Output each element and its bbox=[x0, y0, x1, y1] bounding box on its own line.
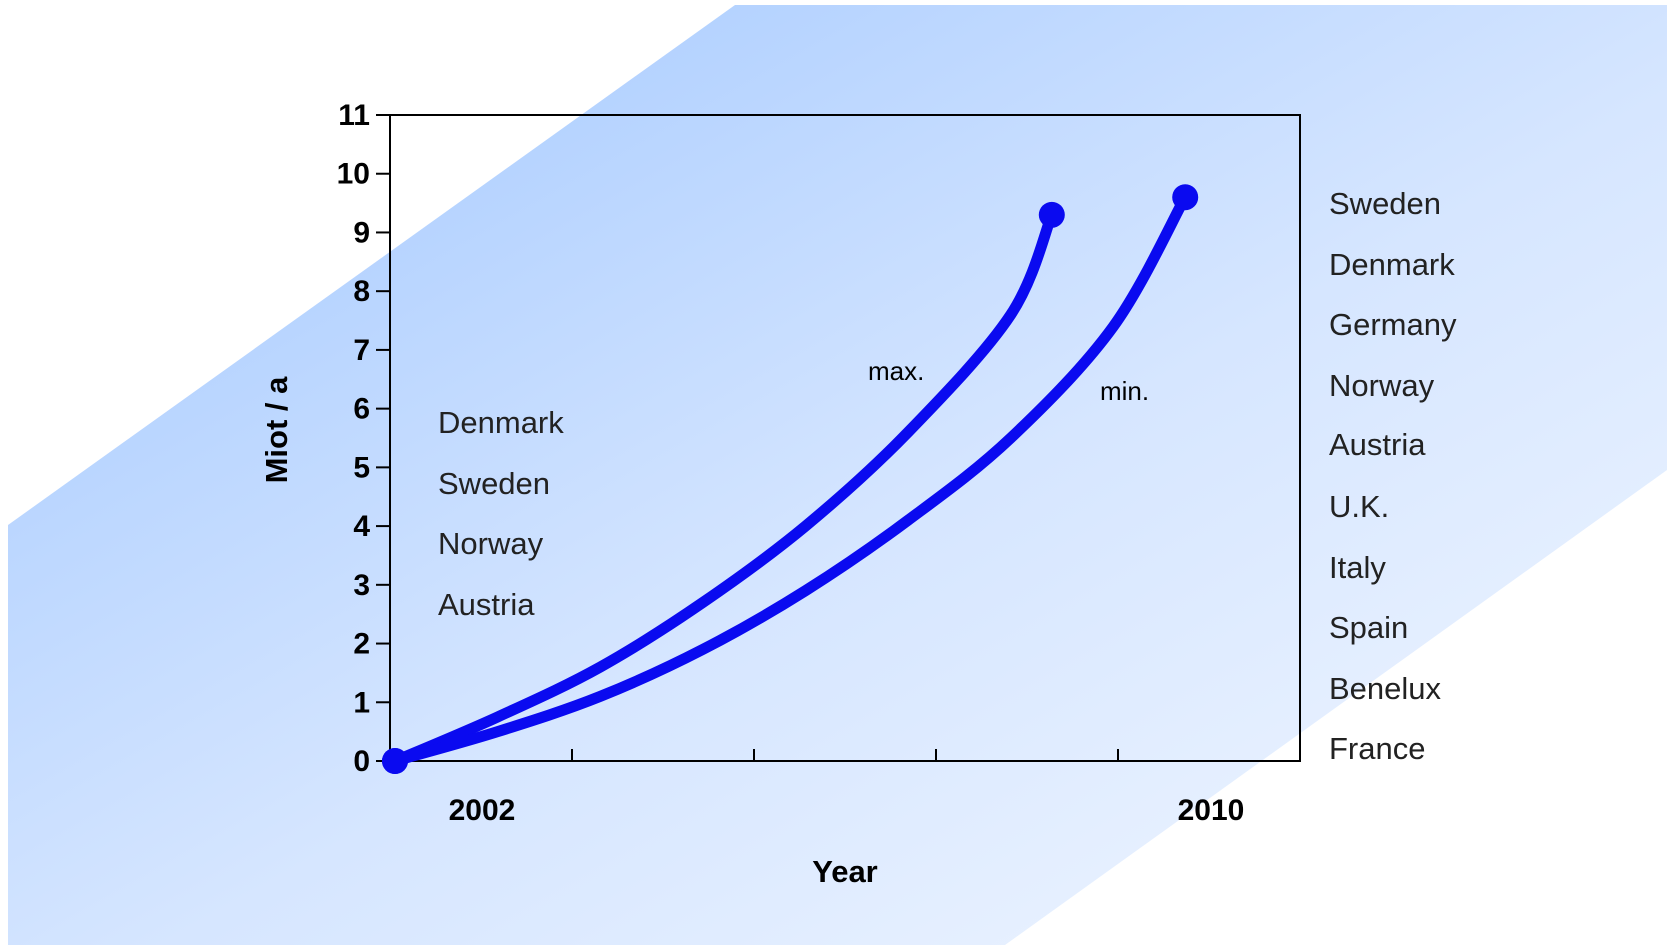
y-tick-label: 8 bbox=[353, 275, 370, 308]
series-label-max: max. bbox=[868, 356, 924, 386]
y-tick-label: 7 bbox=[353, 334, 370, 367]
background-stripe bbox=[1060, 520, 1667, 945]
background-stripe bbox=[1170, 590, 1667, 945]
data-point-end bbox=[1172, 184, 1199, 211]
end-country: Spain bbox=[1329, 610, 1408, 645]
end-country: Italy bbox=[1329, 550, 1386, 585]
end-country: France bbox=[1329, 731, 1425, 766]
end-country: Austria bbox=[1329, 427, 1426, 462]
end-countries-list: Sweden Denmark Germany Norway Austria U.… bbox=[1329, 186, 1457, 766]
series-line-max bbox=[389, 209, 1058, 767]
y-tick-label: 3 bbox=[353, 569, 370, 602]
start-countries-list: Denmark Sweden Norway Austria bbox=[438, 405, 564, 622]
end-country: Benelux bbox=[1329, 671, 1442, 706]
y-tick-label: 1 bbox=[353, 686, 370, 719]
x-tick-label-end: 2010 bbox=[1178, 794, 1245, 827]
y-tick-label: 4 bbox=[353, 510, 370, 543]
y-axis-title: Miot / a bbox=[259, 376, 294, 484]
x-axis-title: Year bbox=[812, 854, 878, 889]
end-country: Norway bbox=[1329, 368, 1435, 403]
series-label-min: min. bbox=[1100, 376, 1149, 406]
x-tick-label-start: 2002 bbox=[449, 794, 516, 827]
background-blue-band bbox=[8, 5, 1667, 945]
y-tick-label: 11 bbox=[338, 99, 370, 132]
y-tick-label: 5 bbox=[353, 451, 370, 484]
data-point-start bbox=[382, 748, 408, 774]
y-tick-label: 6 bbox=[353, 393, 370, 426]
start-country: Denmark bbox=[438, 405, 564, 440]
start-country: Norway bbox=[438, 526, 544, 561]
end-country: Germany bbox=[1329, 307, 1457, 342]
x-ticks-group bbox=[571, 749, 1119, 761]
data-point-end bbox=[1038, 201, 1065, 228]
plot-frame-group bbox=[389, 114, 1301, 762]
y-tick-label: 10 bbox=[337, 158, 370, 191]
end-country: U.K. bbox=[1329, 489, 1389, 524]
series-group bbox=[382, 184, 1199, 774]
end-country: Denmark bbox=[1329, 247, 1455, 282]
y-tick-label: 9 bbox=[353, 216, 370, 249]
start-country: Austria bbox=[438, 587, 535, 622]
end-country: Sweden bbox=[1329, 186, 1441, 221]
series-line-min bbox=[389, 191, 1191, 767]
plot-frame bbox=[389, 114, 1301, 762]
y-ticks-group: 0 1 2 3 4 5 6 7 8 9 10 11 bbox=[337, 99, 390, 778]
y-tick-label: 2 bbox=[353, 628, 370, 661]
y-tick-label: 0 bbox=[353, 745, 370, 778]
start-country: Sweden bbox=[438, 466, 550, 501]
